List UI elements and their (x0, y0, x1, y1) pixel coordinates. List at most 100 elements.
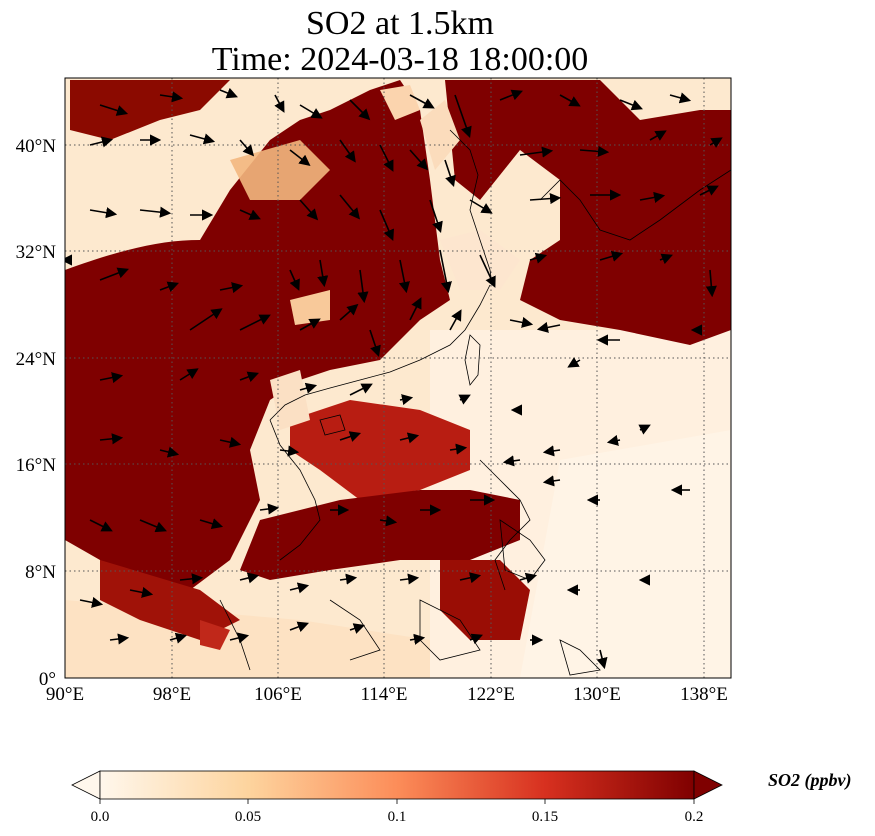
y-tick-label: 8°N (25, 562, 56, 583)
wind-arrow (79, 596, 104, 608)
wind-arrow (699, 185, 719, 196)
wind-arrow (357, 269, 369, 304)
y-tick-label: 24°N (16, 349, 57, 370)
wind-arrow (274, 94, 285, 113)
colorbar-label: SO2 (ppbv) (768, 770, 852, 790)
wind-arrow (339, 139, 356, 163)
wind-arrow (399, 394, 414, 406)
wind-arrow (369, 329, 381, 358)
wind-arrow (89, 136, 114, 148)
wind-arrow (99, 104, 129, 116)
x-tick-label: 138°E (680, 684, 728, 705)
wind-arrow (379, 209, 394, 241)
wind-arrow (299, 104, 323, 119)
wind-arrow (219, 436, 242, 448)
wind-arrow (439, 249, 452, 294)
wind-arrow (339, 431, 362, 442)
wind-arrow (289, 621, 309, 633)
colorbar-extend-min (71, 770, 101, 800)
wind-arrow (542, 445, 561, 457)
colorbar: 0.0 0.05 0.1 0.15 0.2 (71, 770, 723, 825)
wind-arrow (458, 394, 471, 405)
wind-arrow (339, 194, 361, 220)
wind-arrow (289, 269, 300, 291)
wind-arrow (159, 91, 184, 103)
wind-arrow (159, 281, 179, 293)
wind-arrow (189, 133, 216, 145)
wind-arrow (219, 87, 238, 99)
wind-arrow (596, 649, 608, 670)
wind-arrow (409, 633, 426, 645)
wind-arrow (139, 519, 167, 533)
x-tick-label: 106°E (254, 684, 302, 705)
y-tick-label: 40°N (16, 136, 57, 157)
wind-arrow (449, 443, 468, 455)
wind-arrow (317, 259, 329, 288)
wind-arrow (139, 206, 172, 218)
y-tick-label: 16°N (16, 455, 57, 476)
wind-arrow (239, 371, 259, 383)
wind-arrow (529, 192, 562, 205)
wind-arrow (529, 252, 548, 264)
wind-arrow (89, 207, 118, 219)
wind-arrow (349, 383, 373, 396)
wind-arrow (199, 518, 224, 530)
wind-arrow (444, 159, 456, 188)
wind-vectors (65, 87, 723, 670)
colorbar-tick-label: 0.2 (685, 809, 704, 825)
wind-arrow (459, 572, 482, 584)
wind-arrow (99, 372, 124, 384)
wind-arrow (502, 455, 521, 467)
wind-arrow (299, 382, 318, 394)
wind-arrow (567, 357, 581, 368)
x-tick-label: 130°E (573, 684, 621, 705)
coastlines (219, 129, 731, 676)
wind-arrow (339, 573, 358, 585)
wind-arrow (409, 94, 435, 109)
wind-arrow (339, 303, 359, 321)
wind-arrow (239, 139, 255, 157)
x-tick-label: 114°E (361, 684, 408, 705)
wind-arrow (536, 321, 561, 333)
wind-arrow (469, 633, 483, 645)
wind-arrow (454, 94, 472, 139)
wind-arrow (619, 99, 643, 111)
colorbar-tick-label: 0.15 (532, 809, 558, 825)
wind-arrow (379, 515, 398, 527)
wind-arrow (599, 250, 624, 262)
wind-arrow (638, 424, 651, 435)
wind-arrow (259, 503, 280, 515)
x-tick-label: 90°E (46, 684, 84, 705)
wind-arrow (579, 145, 610, 157)
wind-arrow (398, 259, 410, 294)
y-tick-label: 0° (39, 669, 56, 690)
wind-arrow (129, 586, 154, 598)
map-frame (64, 77, 732, 679)
wind-arrow (289, 149, 311, 166)
wind-arrow (299, 199, 319, 221)
wind-arrow (409, 149, 429, 171)
so2-field (65, 78, 731, 678)
wind-arrow (159, 446, 180, 458)
wind-arrow (349, 623, 366, 634)
wind-arrow (179, 368, 199, 381)
wind-arrow (519, 146, 554, 158)
wind-arrow (299, 318, 321, 331)
colorbar-tick-label: 0.1 (388, 809, 407, 825)
x-tick-label: 98°E (153, 684, 191, 705)
wind-arrow (109, 633, 130, 645)
wind-arrow (379, 144, 394, 172)
wind-arrow (239, 314, 271, 331)
wind-arrow (469, 199, 493, 214)
wind-arrow (509, 316, 534, 328)
wind-arrow (239, 572, 260, 584)
wind-arrow (479, 254, 496, 288)
wind-arrow (99, 267, 129, 281)
y-tick-label: 32°N (16, 242, 57, 263)
wind-arrow (219, 282, 244, 294)
wind-arrow (229, 632, 250, 644)
wind-arrow (289, 582, 310, 594)
wind-arrow (189, 308, 223, 331)
wind-arrow (429, 199, 443, 234)
